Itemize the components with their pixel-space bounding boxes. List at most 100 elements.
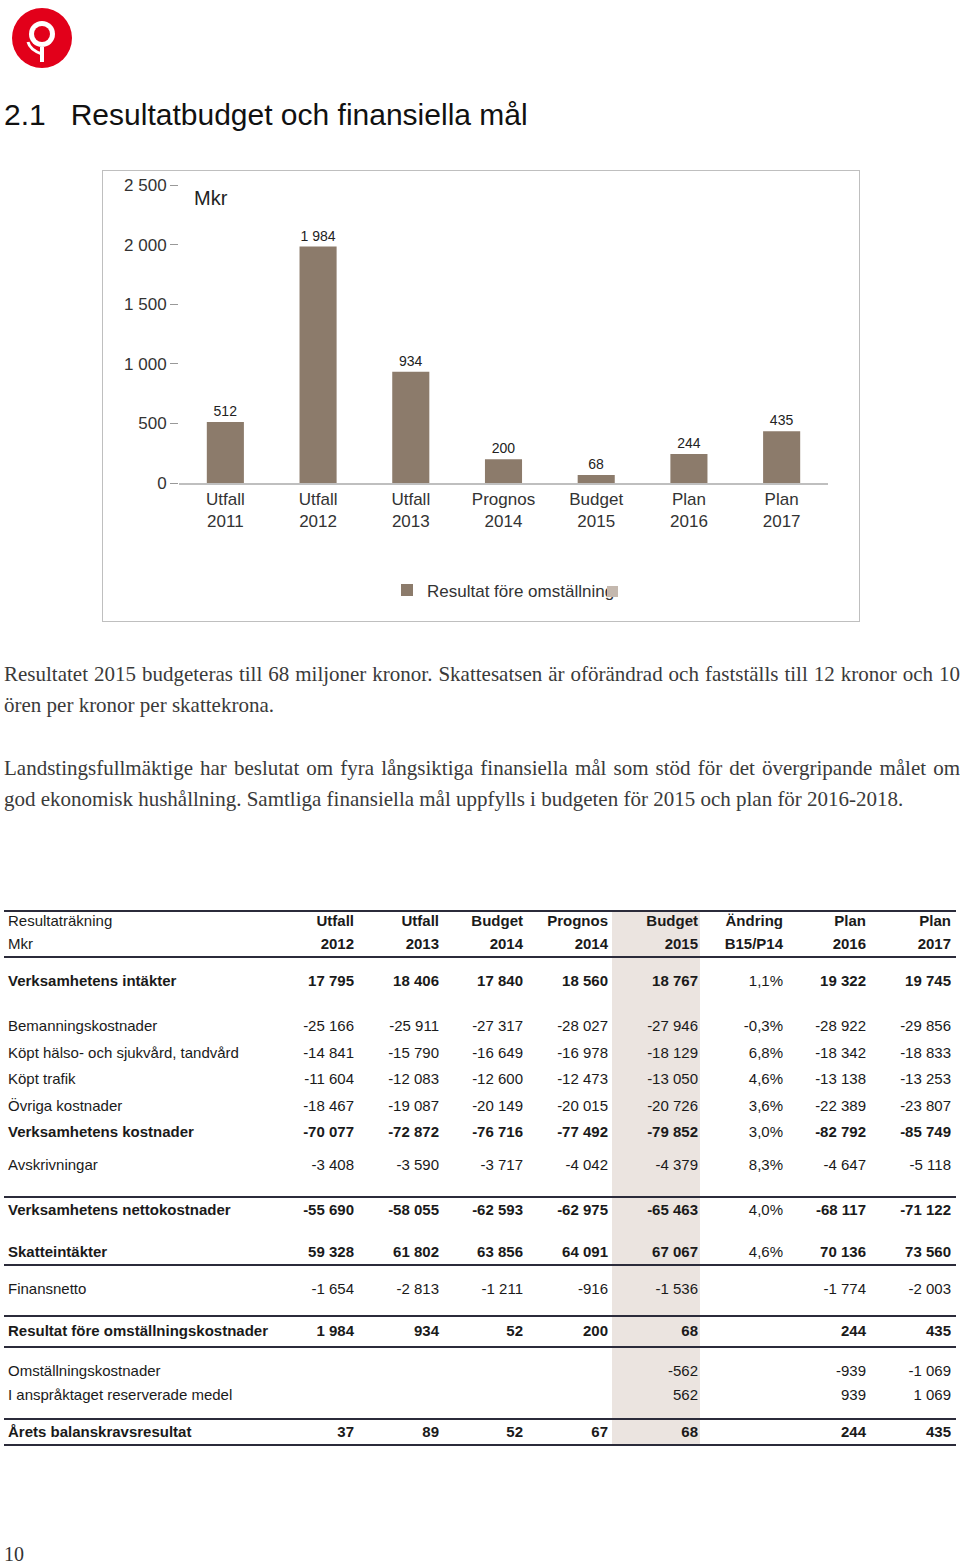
html-text:B15/P14: B15/P14 [724, 935, 783, 952]
html-text:Budget: Budget [646, 912, 698, 929]
html-text:-23 807: -23 807 [900, 1097, 951, 1114]
html-text:-77 492: -77 492 [557, 1123, 608, 1140]
html-text:2013: 2013 [405, 935, 439, 952]
html-text:18 767: 18 767 [652, 972, 698, 989]
svg-text:512: 512 [214, 403, 238, 419]
html-text:Plan: Plan [919, 912, 951, 929]
html-text:-72 872: -72 872 [388, 1123, 439, 1140]
svg-text:1 984: 1 984 [300, 228, 335, 244]
html-text:2014: 2014 [489, 935, 523, 952]
html-text:10: 10 [4, 1543, 24, 1565]
svg-text:934: 934 [399, 353, 423, 369]
html-text:-25 911: -25 911 [389, 1017, 439, 1034]
html-text:6,8%: 6,8% [748, 1044, 783, 1061]
html-text:17 795: 17 795 [308, 972, 354, 989]
svg-text:435: 435 [770, 412, 794, 428]
html-text:-22 389: -22 389 [815, 1097, 866, 1114]
html-text:Verksamhetens kostnader: Verksamhetens kostnader [8, 1123, 194, 1140]
html-text:Utfall: Utfall [316, 912, 354, 929]
html-text:-13 253: -13 253 [900, 1070, 951, 1087]
svg-text:68: 68 [588, 456, 604, 472]
html-text:-28 027: -28 027 [557, 1017, 608, 1034]
html-text:1,1%: 1,1% [748, 972, 783, 989]
svg-text:1 000: 1 000 [124, 355, 167, 374]
svg-text:2 000: 2 000 [124, 236, 167, 255]
html-text:Avskrivningar: Avskrivningar [8, 1156, 98, 1173]
html-text:-0,3%: -0,3% [743, 1017, 783, 1034]
html-text:Mkr: Mkr [8, 935, 33, 952]
svg-text:1 500: 1 500 [124, 295, 167, 314]
html-text:-27 946: -27 946 [647, 1017, 698, 1034]
html-text:2016: 2016 [832, 935, 866, 952]
html-text:-76 716: -76 716 [472, 1123, 523, 1140]
html-text:2012: 2012 [320, 935, 354, 952]
html-text:2.1 Resultatbudget och finansi: 2.1 Resultatbudget och finansiella mål [4, 98, 528, 131]
html-text:19 745: 19 745 [905, 972, 951, 989]
html-text:-16 649: -16 649 [472, 1044, 523, 1061]
html-text:4,6%: 4,6% [748, 1070, 783, 1087]
svg-text:Plan2016: Plan2016 [670, 490, 708, 531]
html-text:17 840: 17 840 [477, 972, 523, 989]
svg-text:Utfall2013: Utfall2013 [391, 490, 430, 531]
html-text:-25 166: -25 166 [303, 1017, 354, 1034]
html-text:3,6%: 3,6% [748, 1097, 783, 1114]
svg-text:2 500: 2 500 [124, 176, 167, 195]
html-text:-70 077: -70 077 [303, 1123, 354, 1140]
html-text:Resultaträkning: Resultaträkning [8, 912, 113, 929]
svg-text:200: 200 [492, 440, 516, 456]
svg-text:500: 500 [138, 414, 166, 433]
svg-text:Plan2017: Plan2017 [763, 490, 801, 531]
svg-text:Resultat före omställning: Resultat före omställning [427, 582, 614, 601]
svg-text:Utfall2011: Utfall2011 [206, 490, 245, 531]
html-text:-14 841: -14 841 [303, 1044, 354, 1061]
html-text:-13 050: -13 050 [647, 1070, 698, 1087]
html-text:Övriga kostnader: Övriga kostnader [8, 1097, 123, 1114]
html-text:-19 087: -19 087 [388, 1097, 439, 1114]
svg-text:244: 244 [677, 435, 701, 451]
html-text:Resultatet 2015 budgeteras til: Resultatet 2015 budgeteras till 68 miljo… [4, 662, 960, 717]
html-text:Köpt hälso- och sjukvård, tand: Köpt hälso- och sjukvård, tandvård [8, 1044, 239, 1061]
html-text:-18 467: -18 467 [303, 1097, 354, 1114]
html-text:-13 138: -13 138 [815, 1070, 866, 1087]
html-text:2017: 2017 [917, 935, 951, 952]
html-text:-12 600: -12 600 [472, 1070, 523, 1087]
html-text:Landstingsfullmäktige har besl: Landstingsfullmäktige har beslutat om fy… [4, 756, 960, 811]
html-text:2015: 2015 [664, 935, 698, 952]
html-text:-29 856: -29 856 [900, 1017, 951, 1034]
html-text:-12 083: -12 083 [388, 1070, 439, 1087]
html-text:-15 790: -15 790 [388, 1044, 439, 1061]
html-text:-16 978: -16 978 [557, 1044, 608, 1061]
html-text:-27 317: -27 317 [472, 1017, 523, 1034]
html-text:-28 922: -28 922 [815, 1017, 866, 1034]
html-text:-20 149: -20 149 [472, 1097, 523, 1114]
html-text:-82 792: -82 792 [815, 1123, 866, 1140]
html-text:Köpt trafik: Köpt trafik [8, 1070, 76, 1087]
html-text:-18 342: -18 342 [815, 1044, 866, 1061]
html-text:Budget: Budget [471, 912, 523, 929]
html-text:2014: 2014 [574, 935, 608, 952]
html-text:Utfall: Utfall [401, 912, 439, 929]
html-text:Prognos: Prognos [547, 912, 608, 929]
svg-text:Utfall2012: Utfall2012 [299, 490, 338, 531]
html-text:-85 749: -85 749 [900, 1123, 951, 1140]
html-text:19 322: 19 322 [820, 972, 866, 989]
html-text:-20 726: -20 726 [647, 1097, 698, 1114]
svg-text:0: 0 [157, 474, 166, 493]
svg-text:Mkr: Mkr [194, 187, 228, 209]
html-text:Ändring: Ändring [725, 912, 783, 929]
html-text:-79 852: -79 852 [647, 1123, 698, 1140]
html-text:Plan: Plan [834, 912, 866, 929]
html-text:-18 833: -18 833 [900, 1044, 951, 1061]
html-text:-20 015: -20 015 [557, 1097, 608, 1114]
html-text:Bemanningskostnader: Bemanningskostnader [8, 1017, 158, 1034]
html-text:3,0%: 3,0% [748, 1123, 783, 1140]
svg-text:Prognos2014: Prognos2014 [472, 490, 535, 531]
html-text:18 560: 18 560 [562, 972, 608, 989]
html-text:-18 129: -18 129 [647, 1044, 698, 1061]
html-text:-12 473: -12 473 [557, 1070, 608, 1087]
svg-text:Budget2015: Budget2015 [569, 490, 623, 531]
html-text:Verksamhetens intäkter: Verksamhetens intäkter [8, 972, 177, 989]
html-text:-3 408: -3 408 [311, 1156, 354, 1173]
html-text:18 406: 18 406 [393, 972, 439, 989]
html-text:-11 604: -11 604 [304, 1070, 354, 1087]
